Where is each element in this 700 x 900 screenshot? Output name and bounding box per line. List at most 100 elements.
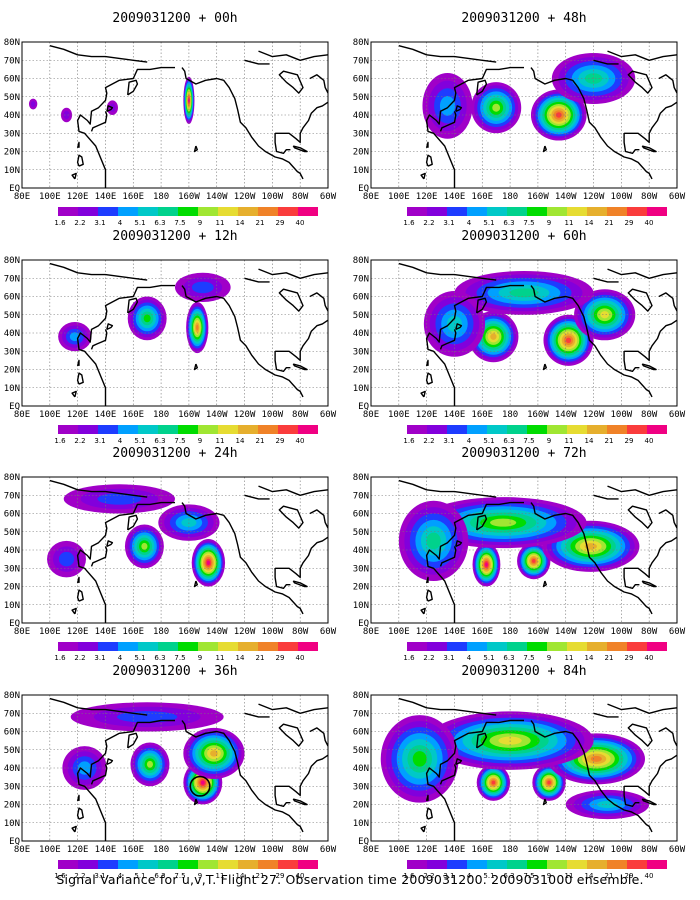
y-tick-label: 50N xyxy=(4,311,20,321)
colorbar-swatch xyxy=(407,860,427,869)
colorbar-label: 11 xyxy=(565,437,574,445)
coastline xyxy=(193,363,199,371)
colorbar-swatch xyxy=(567,642,587,651)
colorbar-label: 2.2 xyxy=(423,654,434,662)
colorbar-swatch xyxy=(78,425,98,434)
colorbar-swatch xyxy=(198,425,218,434)
colorbar-label: 2.2 xyxy=(74,219,85,227)
x-tick-label: 100W xyxy=(611,192,633,202)
x-tick-label: 100E xyxy=(39,192,61,202)
colorbar-swatch xyxy=(138,642,158,651)
coastline xyxy=(455,105,463,112)
coastline xyxy=(530,720,653,833)
colorbar-swatch xyxy=(258,425,278,434)
coastline xyxy=(425,719,524,841)
coastlines xyxy=(49,697,328,841)
coastline xyxy=(425,807,433,820)
x-tick-label: 60W xyxy=(669,845,686,855)
colorbar-label: 21 xyxy=(605,219,614,227)
coastline xyxy=(71,825,77,833)
x-tick-label: 100W xyxy=(611,845,633,855)
coastline xyxy=(76,284,175,406)
coastline xyxy=(49,262,148,281)
colorbar-label: 1.6 xyxy=(403,872,415,880)
x-tick-label: 120W xyxy=(583,410,605,420)
colorbar-label: 5.1 xyxy=(483,437,494,445)
x-tick-label: 80W xyxy=(641,627,658,637)
contour-level xyxy=(143,314,151,323)
coastline xyxy=(292,580,308,588)
map-panel-1: 2009031200 + 48h 80E 100E 120E 140E 160E 180 16… xyxy=(353,11,686,227)
x-tick-label: 140W xyxy=(555,627,577,637)
coastlines xyxy=(398,262,677,406)
coastline xyxy=(624,754,677,797)
y-tick-label: 80N xyxy=(4,691,20,701)
variance-field xyxy=(28,76,195,125)
colorbar-label: 14 xyxy=(585,654,594,662)
colorbar-label: 40 xyxy=(645,872,654,880)
colorbar-label: 2.2 xyxy=(423,872,434,880)
x-tick-label: 160W xyxy=(527,410,549,420)
colorbar-swatch xyxy=(298,425,318,434)
colorbar-swatch xyxy=(607,207,627,216)
y-tick-label: 10N xyxy=(4,819,20,829)
colorbar-swatch xyxy=(278,425,298,434)
colorbar-swatch xyxy=(238,642,258,651)
variance-field xyxy=(58,272,231,354)
colorbar-swatch xyxy=(98,207,118,216)
coastline xyxy=(542,798,547,806)
coastline xyxy=(476,79,488,96)
y-tick-label: EQ xyxy=(9,402,20,412)
coastline xyxy=(607,485,677,496)
colorbar-label: 4 xyxy=(118,654,123,662)
map-background xyxy=(22,42,328,188)
x-tick-label: 60W xyxy=(669,627,686,637)
coastline xyxy=(76,372,84,385)
colorbar-label: 40 xyxy=(645,654,654,662)
y-tick-label: 20N xyxy=(4,366,20,376)
contour-level xyxy=(491,780,496,785)
coastline xyxy=(658,727,677,747)
x-tick-label: 60W xyxy=(320,845,337,855)
contour-level xyxy=(188,98,190,103)
x-tick-label: 120W xyxy=(234,192,256,202)
colorbar-label: 21 xyxy=(605,872,614,880)
colorbar-label: 14 xyxy=(585,437,594,445)
colorbar-swatch xyxy=(258,860,278,869)
colorbar-swatch xyxy=(487,425,507,434)
coastline xyxy=(76,66,175,188)
map-frame xyxy=(370,259,678,407)
coastline xyxy=(181,285,304,398)
coastline xyxy=(278,70,304,94)
y-tick-label: 20N xyxy=(4,148,20,158)
variance-blob xyxy=(130,742,170,787)
x-tick-label: 100E xyxy=(39,627,61,637)
coastline xyxy=(623,568,640,589)
y-tick-label: 30N xyxy=(4,782,20,792)
contour-level xyxy=(200,780,205,785)
colorbar-label: 5.1 xyxy=(134,437,145,445)
y-tick-label: EQ xyxy=(358,184,369,194)
y-tick-label: 10N xyxy=(4,166,20,176)
y-tick-label: 10N xyxy=(353,819,369,829)
coastline xyxy=(624,101,677,144)
x-tick-label: 160E xyxy=(122,192,144,202)
contour-level xyxy=(141,542,148,550)
x-tick-label: 140W xyxy=(206,845,228,855)
colorbar-swatch xyxy=(298,860,318,869)
coastline xyxy=(71,390,77,398)
variance-blob xyxy=(60,107,73,123)
map-panel-4: 2009031200 + 24h 80E 100E 120E 140E 160E 180 16… xyxy=(4,446,337,662)
contour-level xyxy=(206,560,211,566)
coastline xyxy=(278,288,304,312)
y-tick-label: 70N xyxy=(353,56,369,66)
x-tick-label: 100W xyxy=(262,410,284,420)
x-tick-label: 100E xyxy=(388,845,410,855)
colorbar-swatch xyxy=(258,642,278,651)
coastline xyxy=(181,720,304,833)
coastline xyxy=(127,79,139,96)
colorbar-label: 11 xyxy=(565,872,574,880)
coastline xyxy=(624,319,677,362)
colorbar-swatch xyxy=(58,207,78,216)
x-tick-label: 140W xyxy=(206,192,228,202)
